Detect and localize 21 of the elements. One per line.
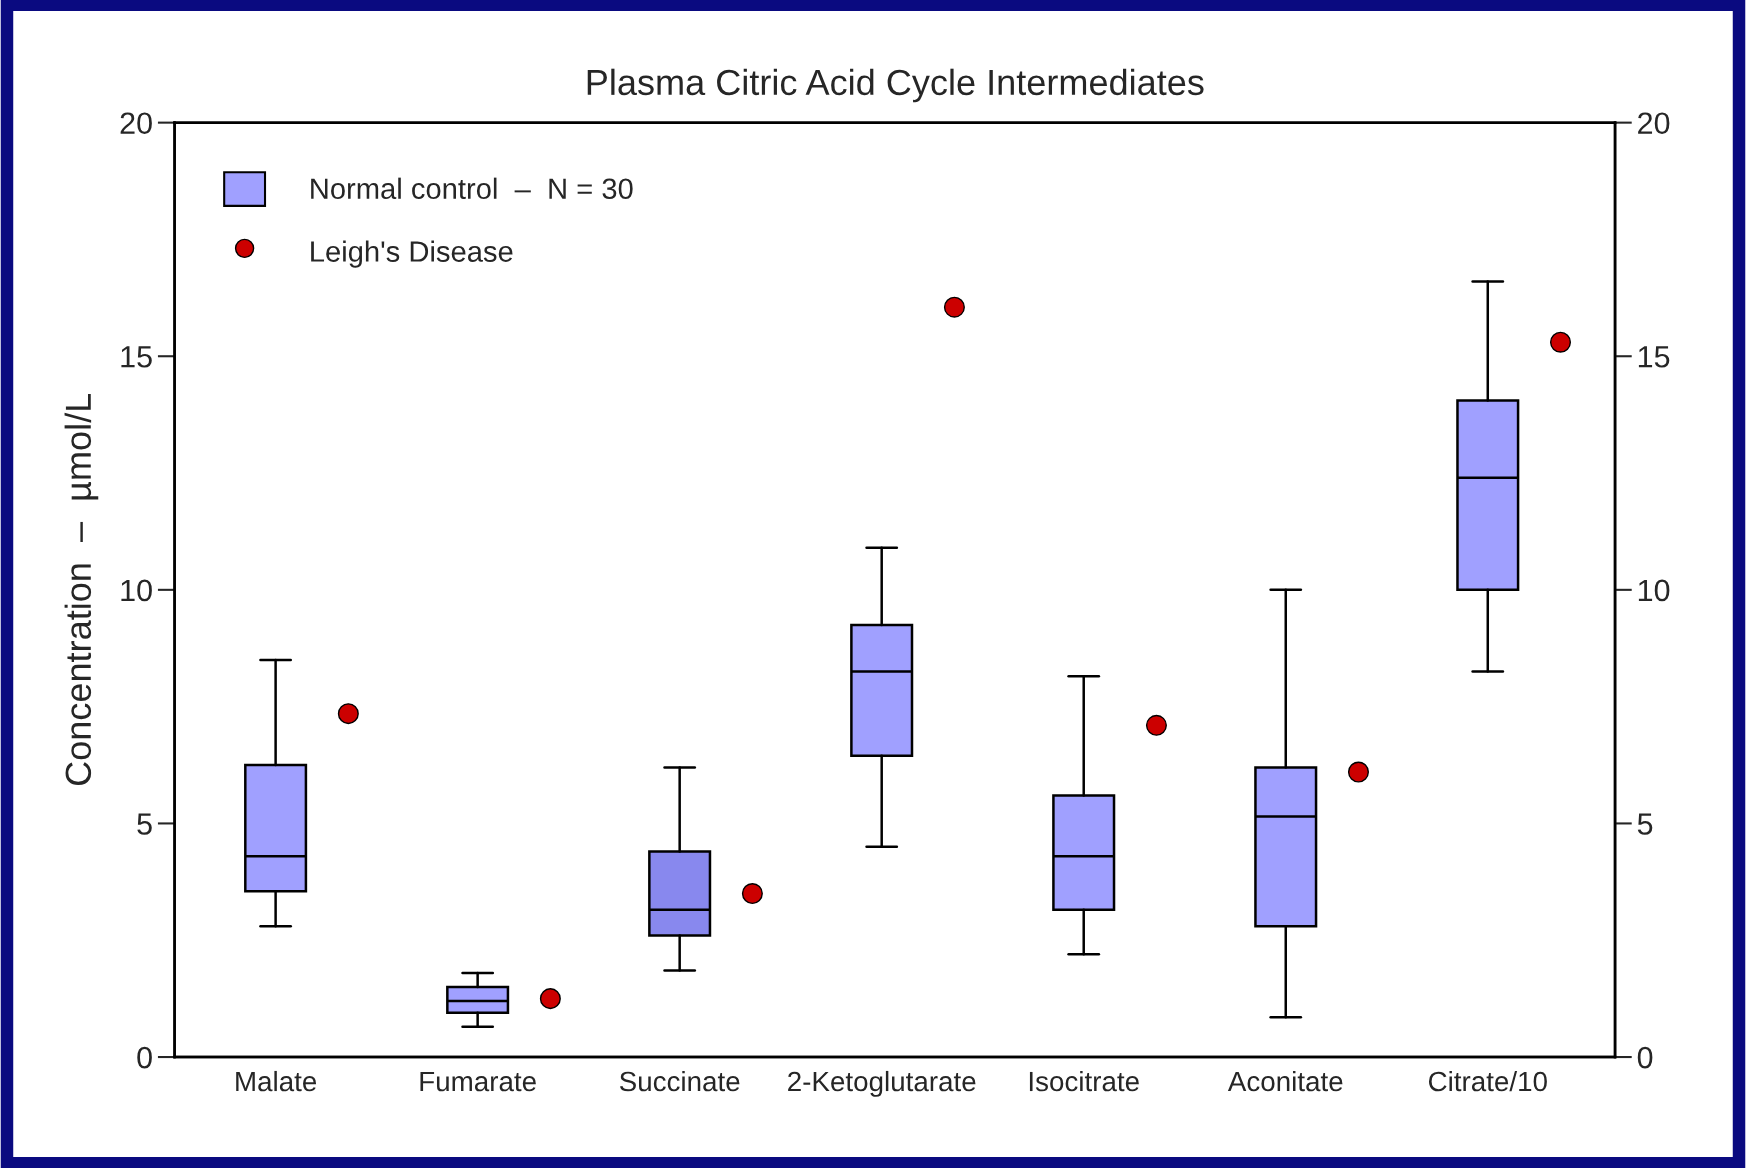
- y2-tick-label: 10: [1638, 579, 1670, 602]
- x-tick-label: Citrate/10: [1428, 1070, 1547, 1092]
- x-tick-label: 2-Ketoglutarate: [788, 1070, 976, 1097]
- y2-tick-label: 20: [1638, 112, 1670, 135]
- y2-tick-label: 5: [1637, 813, 1653, 835]
- legend-label: Leigh's Disease: [311, 240, 513, 268]
- x-tick-label: Malate: [236, 1070, 317, 1092]
- x-tick-label: Fumarate: [420, 1071, 536, 1092]
- legend-label: Normal control – N = 30: [311, 177, 633, 200]
- y-tick-label: 10: [121, 579, 152, 602]
- y-tick-label: 15: [121, 346, 152, 368]
- chart-title: Plasma Citric Acid Cycle Intermediates: [587, 68, 1204, 103]
- x-tick-label: Aconitate: [1227, 1070, 1343, 1092]
- y2-tick-label: 15: [1638, 346, 1670, 368]
- y-axis-title: Concentration – µmol/L: [64, 393, 99, 786]
- y-tick-label: 0: [137, 1046, 152, 1069]
- y-tick-label: 5: [137, 813, 152, 835]
- x-tick-label: Isocitrate: [1029, 1070, 1139, 1092]
- y2-tick-label: 0: [1637, 1046, 1653, 1069]
- y-tick-label: 20: [120, 112, 152, 135]
- x-tick-label: Succinate: [619, 1070, 740, 1092]
